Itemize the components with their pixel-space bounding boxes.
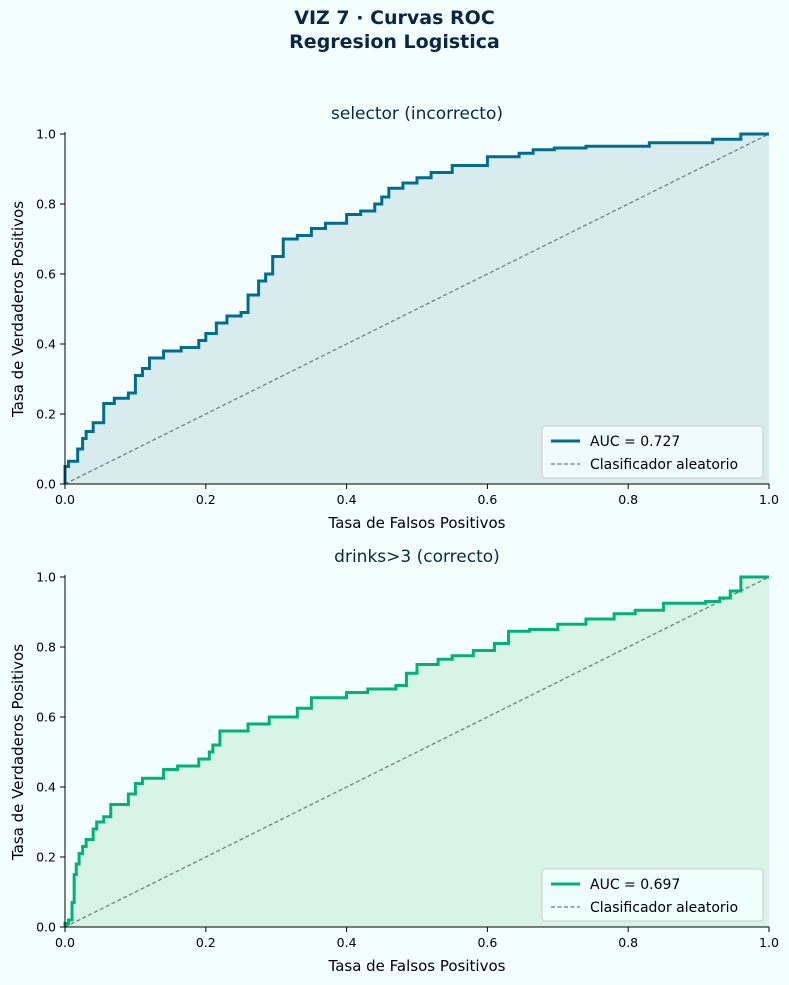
y-tick-label: 0.6 — [36, 267, 56, 282]
legend-label-random: Clasificador aleatorio — [590, 457, 738, 473]
random-classifier-line — [64, 133, 770, 485]
x-tick-label: 0.4 — [337, 935, 357, 950]
legend: AUC = 0.697 Clasificador aleatorio — [541, 868, 764, 922]
x-tick-label: 0.4 — [337, 492, 357, 507]
chart-title: drinks>3 (correcto) — [334, 547, 500, 567]
x-tick-label: 0.0 — [55, 935, 75, 950]
y-axis-label: Tasa de Verdaderos Positivos — [9, 644, 27, 861]
x-tick-label: 0.2 — [196, 935, 216, 950]
roc-curve-line — [63, 132, 769, 484]
y-tick-label: 1.0 — [36, 127, 56, 142]
x-axis-label: Tasa de Falsos Positivos — [328, 514, 506, 532]
legend: AUC = 0.727 Clasificador aleatorio — [541, 425, 764, 479]
legend-label-random: Clasificador aleatorio — [590, 900, 738, 916]
x-tick-label: 1.0 — [759, 492, 779, 507]
x-tick-label: 0.2 — [196, 492, 216, 507]
figure-title-line-2: Regresion Logistica — [289, 31, 500, 53]
y-tick-label: 0.4 — [36, 780, 56, 795]
figure-title: VIZ 7 · Curvas ROC Regresion Logistica — [0, 6, 789, 54]
y-tick-label: 1.0 — [36, 570, 56, 585]
y-tick-label: 0.8 — [36, 640, 56, 655]
roc-chart-2: drinks>3 (correcto) 0.0 0.2 0.4 0.6 0.8 1.0 0.0… — [9, 547, 779, 975]
y-axis-label: Tasa de Verdaderos Positivos — [9, 201, 27, 418]
y-tick-label: 0.4 — [36, 337, 56, 352]
legend-label-auc: AUC = 0.697 — [590, 877, 680, 893]
legend-box — [541, 868, 764, 922]
chart-title: selector (incorrecto) — [331, 104, 503, 124]
y-tick-label: 0.6 — [36, 710, 56, 725]
legend-label-auc: AUC = 0.727 — [590, 434, 680, 450]
x-tick-label: 0.6 — [477, 492, 497, 507]
x-tick-label: 0.0 — [55, 492, 75, 507]
y-tick-label: 0.0 — [36, 477, 56, 492]
y-tick-label: 0.2 — [36, 850, 56, 865]
y-tick-label: 0.8 — [36, 197, 56, 212]
x-tick-label: 1.0 — [759, 935, 779, 950]
y-tick-label: 0.2 — [36, 407, 56, 422]
x-axis-label: Tasa de Falsos Positivos — [328, 957, 506, 975]
x-tick-label: 0.8 — [618, 492, 638, 507]
figure-title-line-1: VIZ 7 · Curvas ROC — [294, 7, 495, 29]
y-tick-label: 0.0 — [36, 920, 56, 935]
roc-chart-1: selector (incorrecto) 0.0 0.2 0.4 0.6 0.8 1.0 0… — [9, 104, 779, 532]
legend-box — [541, 425, 764, 479]
random-classifier-line — [64, 576, 770, 928]
x-tick-label: 0.6 — [477, 935, 497, 950]
x-tick-label: 0.8 — [618, 935, 638, 950]
roc-curve-line — [63, 575, 769, 927]
